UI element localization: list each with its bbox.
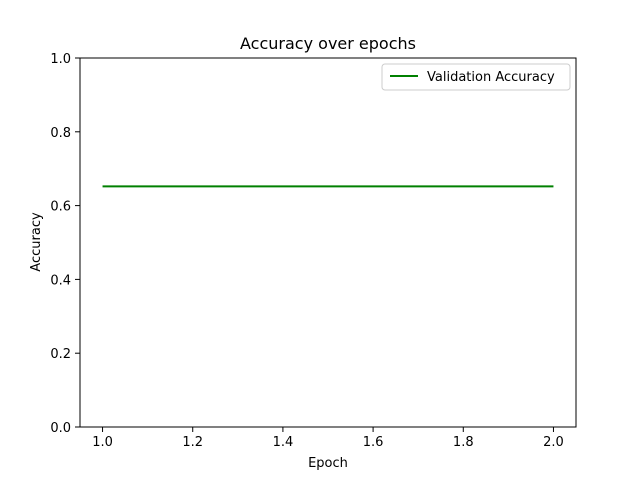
y-axis-label: Accuracy (29, 212, 44, 272)
legend-label-validation-accuracy: Validation Accuracy (427, 70, 555, 85)
legend: Validation Accuracy (381, 63, 571, 91)
y-tick-label-3: 0.6 (50, 200, 71, 215)
chart-title: Accuracy over epochs (240, 34, 416, 53)
x-tick-label-3: 1.6 (363, 435, 384, 450)
y-tick-label-0: 0.0 (50, 421, 71, 436)
axis-ticks: 1.0 1.2 1.4 1.6 1.8 2.0 0.0 0.2 0.4 0.6 0.8 1.0 (50, 52, 563, 450)
x-axis-label: Epoch (308, 456, 348, 471)
x-tick-label-5: 2.0 (543, 435, 564, 450)
y-tick-label-5: 1.0 (50, 52, 71, 67)
y-tick-label-4: 0.8 (50, 126, 71, 141)
x-tick-label-4: 1.8 (453, 435, 474, 450)
legend-box (381, 63, 571, 91)
y-tick-label-1: 0.2 (50, 347, 71, 362)
y-tick-label-2: 0.4 (50, 273, 71, 288)
x-tick-label-2: 1.4 (273, 435, 294, 450)
x-tick-label-0: 1.0 (92, 435, 113, 450)
x-tick-label-1: 1.2 (182, 435, 203, 450)
plot-frame (79, 57, 577, 428)
